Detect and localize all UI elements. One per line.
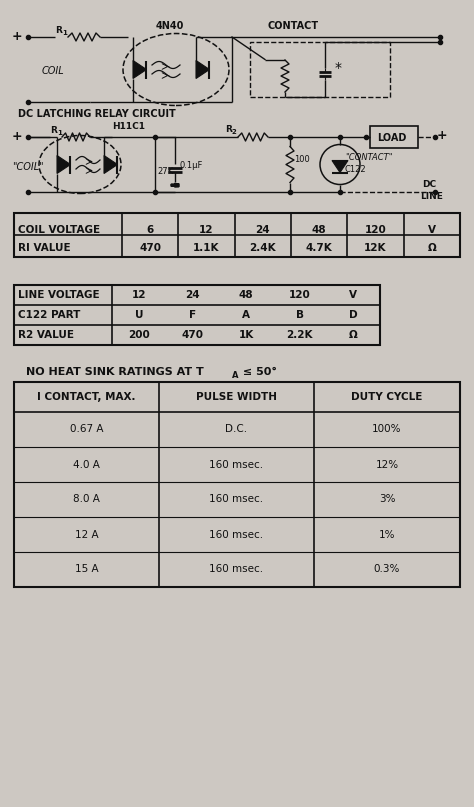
Polygon shape bbox=[57, 156, 71, 174]
Text: H11C1: H11C1 bbox=[112, 122, 145, 131]
Text: +: + bbox=[12, 30, 23, 43]
Text: 12K: 12K bbox=[364, 243, 387, 253]
Text: D.C.: D.C. bbox=[226, 424, 247, 434]
Text: 3%: 3% bbox=[379, 495, 395, 504]
Bar bbox=[14, 285, 380, 345]
Text: 160 msec.: 160 msec. bbox=[210, 459, 264, 470]
Bar bbox=[370, 126, 418, 148]
Bar bbox=[14, 382, 460, 587]
Text: 12: 12 bbox=[199, 225, 214, 235]
Text: 27K: 27K bbox=[157, 167, 173, 176]
Text: F: F bbox=[189, 310, 196, 320]
Text: NO HEAT SINK RATINGS AT T: NO HEAT SINK RATINGS AT T bbox=[26, 367, 204, 377]
Text: 8.0 A: 8.0 A bbox=[73, 495, 100, 504]
Text: COIL: COIL bbox=[42, 66, 64, 77]
Text: 120: 120 bbox=[289, 290, 310, 300]
Text: C122: C122 bbox=[345, 165, 366, 174]
Text: 100: 100 bbox=[294, 156, 310, 165]
Text: R: R bbox=[50, 126, 57, 135]
Text: "COIL": "COIL" bbox=[12, 161, 44, 172]
Text: 1: 1 bbox=[57, 130, 62, 136]
Text: 0.67 A: 0.67 A bbox=[70, 424, 103, 434]
Text: 12%: 12% bbox=[375, 459, 399, 470]
Text: LOAD: LOAD bbox=[377, 133, 406, 143]
Text: Ω: Ω bbox=[349, 330, 357, 340]
Text: 2: 2 bbox=[232, 129, 237, 135]
Text: "CONTACT": "CONTACT" bbox=[345, 153, 392, 161]
Text: PULSE WIDTH: PULSE WIDTH bbox=[196, 392, 277, 402]
Text: I CONTACT, MAX.: I CONTACT, MAX. bbox=[37, 392, 136, 402]
Text: DC: DC bbox=[422, 180, 436, 189]
Text: R: R bbox=[225, 125, 232, 134]
Text: 160 msec.: 160 msec. bbox=[210, 529, 264, 540]
Text: LINE: LINE bbox=[420, 192, 443, 201]
Polygon shape bbox=[133, 61, 146, 78]
Text: 100%: 100% bbox=[372, 424, 402, 434]
Text: R2 VALUE: R2 VALUE bbox=[18, 330, 74, 340]
Text: 0.3%: 0.3% bbox=[374, 565, 400, 575]
Text: 120: 120 bbox=[365, 225, 386, 235]
Polygon shape bbox=[196, 61, 210, 78]
Text: 1%: 1% bbox=[379, 529, 395, 540]
Text: LINE VOLTAGE: LINE VOLTAGE bbox=[18, 290, 100, 300]
Text: 48: 48 bbox=[239, 290, 253, 300]
Text: A: A bbox=[232, 371, 238, 380]
Text: 160 msec.: 160 msec. bbox=[210, 565, 264, 575]
Text: +: + bbox=[437, 129, 447, 142]
Text: 1.1K: 1.1K bbox=[193, 243, 220, 253]
Bar bbox=[250, 42, 390, 97]
Text: 24: 24 bbox=[255, 225, 270, 235]
Text: Ω: Ω bbox=[428, 243, 436, 253]
Text: C122 PART: C122 PART bbox=[18, 310, 81, 320]
Text: +: + bbox=[12, 130, 23, 143]
Text: 48: 48 bbox=[312, 225, 327, 235]
Text: 2.4K: 2.4K bbox=[249, 243, 276, 253]
Text: 2.2K: 2.2K bbox=[286, 330, 313, 340]
Text: 0.1μF: 0.1μF bbox=[180, 161, 203, 169]
Text: V: V bbox=[428, 225, 436, 235]
Text: DC LATCHING RELAY CIRCUIT: DC LATCHING RELAY CIRCUIT bbox=[18, 109, 176, 119]
Text: DUTY CYCLE: DUTY CYCLE bbox=[351, 392, 423, 402]
Text: V: V bbox=[349, 290, 357, 300]
Text: 470: 470 bbox=[182, 330, 203, 340]
Text: 4.7K: 4.7K bbox=[306, 243, 333, 253]
Text: 470: 470 bbox=[139, 243, 161, 253]
Text: 12: 12 bbox=[132, 290, 146, 300]
Text: B: B bbox=[296, 310, 304, 320]
Text: A: A bbox=[242, 310, 250, 320]
Polygon shape bbox=[104, 156, 118, 174]
Text: CONTACT: CONTACT bbox=[268, 21, 319, 31]
Text: 24: 24 bbox=[185, 290, 200, 300]
Text: 1K: 1K bbox=[238, 330, 254, 340]
Polygon shape bbox=[332, 161, 348, 173]
Text: D: D bbox=[349, 310, 357, 320]
Text: 200: 200 bbox=[128, 330, 150, 340]
Bar bbox=[14, 213, 460, 257]
Text: COIL VOLTAGE: COIL VOLTAGE bbox=[18, 225, 100, 235]
Text: R: R bbox=[55, 26, 62, 35]
Text: 1: 1 bbox=[62, 30, 67, 36]
Text: 160 msec.: 160 msec. bbox=[210, 495, 264, 504]
Text: RI VALUE: RI VALUE bbox=[18, 243, 71, 253]
Text: 15 A: 15 A bbox=[75, 565, 98, 575]
Text: 6: 6 bbox=[146, 225, 154, 235]
Text: *: * bbox=[335, 61, 342, 75]
Text: 4.0 A: 4.0 A bbox=[73, 459, 100, 470]
Text: U: U bbox=[135, 310, 143, 320]
Text: 4N40: 4N40 bbox=[156, 21, 184, 31]
Text: ≤ 50°: ≤ 50° bbox=[239, 367, 277, 377]
Text: 12 A: 12 A bbox=[75, 529, 98, 540]
